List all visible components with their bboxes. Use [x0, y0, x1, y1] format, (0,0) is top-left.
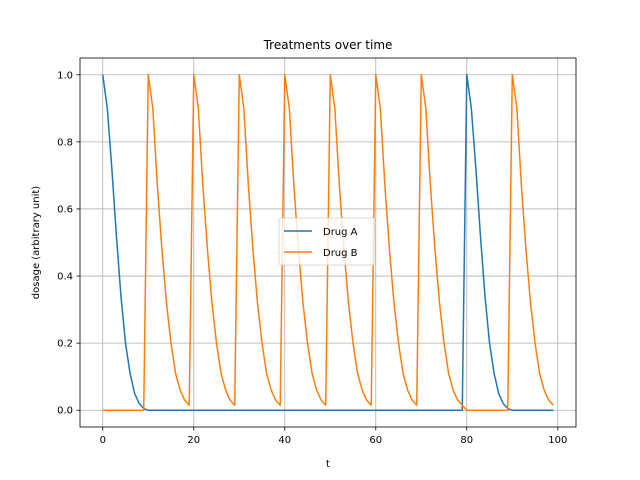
legend-box: [278, 217, 376, 266]
plot-frame: [79, 57, 577, 428]
y-axis-title: dosage (arbitrary unit): [31, 186, 42, 299]
x-tick-label: 20: [187, 435, 200, 446]
x-tick-label: 80: [460, 435, 473, 446]
x-tick-label: 60: [369, 435, 382, 446]
y-axis: 0.0 0.2 0.4 0.6 0.8 1.0: [57, 70, 80, 417]
series-line-drug-a: [102, 74, 554, 411]
legend-label-drug-b: Drug B: [323, 248, 358, 259]
y-tick-label: 0.2: [57, 339, 73, 350]
y-tick-label: 0.6: [57, 204, 73, 215]
x-tick-label: 100: [548, 435, 567, 446]
y-tick-label: 0.0: [57, 406, 73, 417]
y-tick-label: 0.4: [57, 272, 73, 283]
x-axis: 0 20 40 60 80 100: [100, 427, 567, 446]
x-tick-label: 0: [100, 435, 106, 446]
y-tick-label: 0.8: [57, 137, 73, 148]
y-tick-label: 1.0: [57, 70, 73, 81]
legend: Drug A Drug B: [278, 217, 376, 266]
x-tick-label: 40: [278, 435, 291, 446]
x-axis-title: t: [326, 459, 330, 470]
chart-title: Treatments over time: [263, 38, 393, 52]
legend-label-drug-a: Drug A: [323, 227, 358, 238]
